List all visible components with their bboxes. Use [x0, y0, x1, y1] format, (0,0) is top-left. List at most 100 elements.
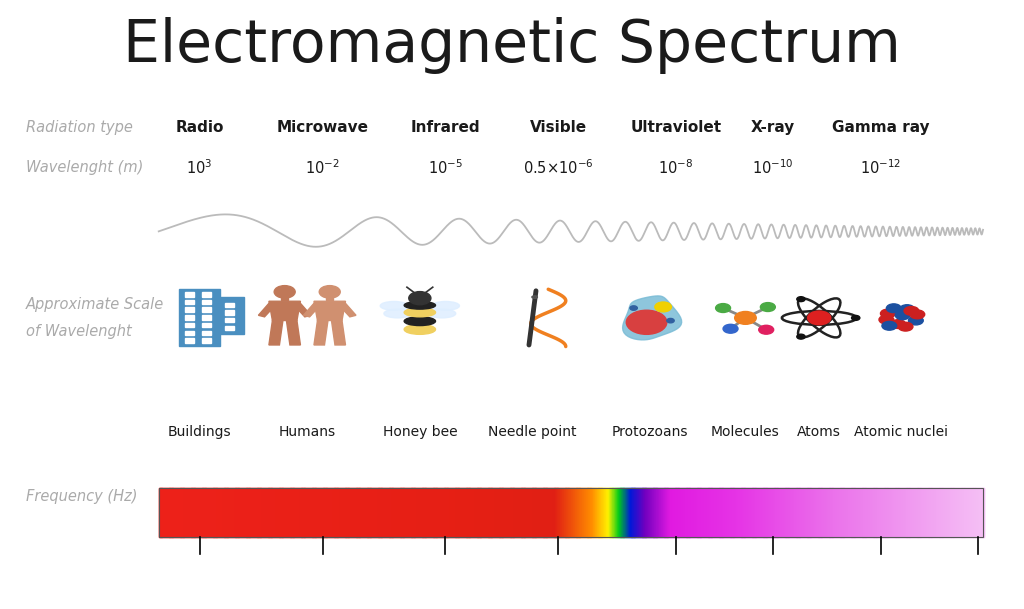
Bar: [233, 488, 234, 537]
Text: Honey bee: Honey bee: [383, 426, 457, 439]
Bar: [406, 488, 407, 537]
Bar: [964, 488, 965, 537]
Bar: [428, 488, 429, 537]
Bar: [887, 488, 888, 537]
Bar: [895, 488, 896, 537]
Bar: [202, 323, 211, 327]
Bar: [886, 488, 887, 537]
Bar: [841, 488, 842, 537]
Bar: [511, 488, 512, 537]
Bar: [590, 488, 591, 537]
Bar: [275, 488, 276, 537]
Bar: [193, 488, 194, 537]
Bar: [639, 488, 640, 537]
Bar: [579, 488, 580, 537]
Bar: [310, 488, 311, 537]
Bar: [696, 488, 697, 537]
Bar: [268, 488, 270, 537]
Bar: [238, 488, 239, 537]
Bar: [386, 488, 387, 537]
Bar: [294, 488, 295, 537]
Bar: [595, 488, 596, 537]
Bar: [537, 488, 538, 537]
Text: Atoms: Atoms: [798, 426, 841, 439]
Bar: [501, 488, 503, 537]
Bar: [444, 488, 445, 537]
Bar: [540, 488, 541, 537]
Bar: [787, 488, 788, 537]
Bar: [367, 488, 368, 537]
Circle shape: [667, 319, 674, 323]
Bar: [224, 318, 233, 322]
Bar: [930, 488, 931, 537]
Bar: [738, 488, 739, 537]
Bar: [950, 488, 952, 537]
Bar: [282, 488, 283, 537]
Bar: [952, 488, 954, 537]
Bar: [327, 296, 333, 300]
Polygon shape: [258, 303, 274, 317]
Bar: [607, 488, 609, 537]
Bar: [873, 488, 874, 537]
Bar: [270, 488, 272, 537]
Bar: [350, 488, 351, 537]
Bar: [668, 488, 669, 537]
Bar: [525, 488, 526, 537]
Bar: [794, 488, 795, 537]
Text: Protozoans: Protozoans: [612, 426, 688, 439]
Bar: [441, 488, 442, 537]
Bar: [304, 488, 306, 537]
Bar: [678, 488, 679, 537]
Bar: [334, 488, 335, 537]
Bar: [714, 488, 715, 537]
Bar: [551, 488, 553, 537]
Bar: [587, 488, 588, 537]
Bar: [446, 488, 447, 537]
Bar: [615, 488, 617, 537]
Bar: [838, 488, 840, 537]
Bar: [900, 488, 902, 537]
Bar: [312, 488, 313, 537]
Bar: [737, 488, 738, 537]
Bar: [941, 488, 942, 537]
Bar: [388, 488, 389, 537]
Bar: [757, 488, 758, 537]
Bar: [580, 488, 581, 537]
Bar: [357, 488, 358, 537]
Bar: [934, 488, 935, 537]
Bar: [851, 488, 852, 537]
Bar: [410, 488, 411, 537]
Bar: [546, 488, 547, 537]
Bar: [926, 488, 927, 537]
Bar: [909, 488, 910, 537]
Bar: [681, 488, 682, 537]
Bar: [300, 488, 301, 537]
Bar: [830, 488, 831, 537]
Bar: [915, 488, 916, 537]
Bar: [711, 488, 712, 537]
Bar: [597, 488, 599, 537]
Bar: [306, 488, 308, 537]
Bar: [756, 488, 757, 537]
Bar: [185, 338, 195, 342]
Bar: [266, 488, 267, 537]
Bar: [783, 488, 784, 537]
Bar: [433, 488, 434, 537]
Bar: [332, 488, 333, 537]
Bar: [510, 488, 511, 537]
Bar: [843, 488, 844, 537]
Bar: [708, 488, 709, 537]
Bar: [857, 488, 858, 537]
Bar: [327, 488, 328, 537]
Bar: [964, 488, 965, 537]
Bar: [923, 488, 924, 537]
Bar: [787, 488, 788, 537]
Bar: [521, 488, 523, 537]
Bar: [185, 488, 186, 537]
Bar: [627, 488, 628, 537]
Bar: [654, 488, 655, 537]
Bar: [205, 488, 206, 537]
Bar: [575, 488, 577, 537]
Bar: [331, 488, 332, 537]
Bar: [596, 488, 597, 537]
